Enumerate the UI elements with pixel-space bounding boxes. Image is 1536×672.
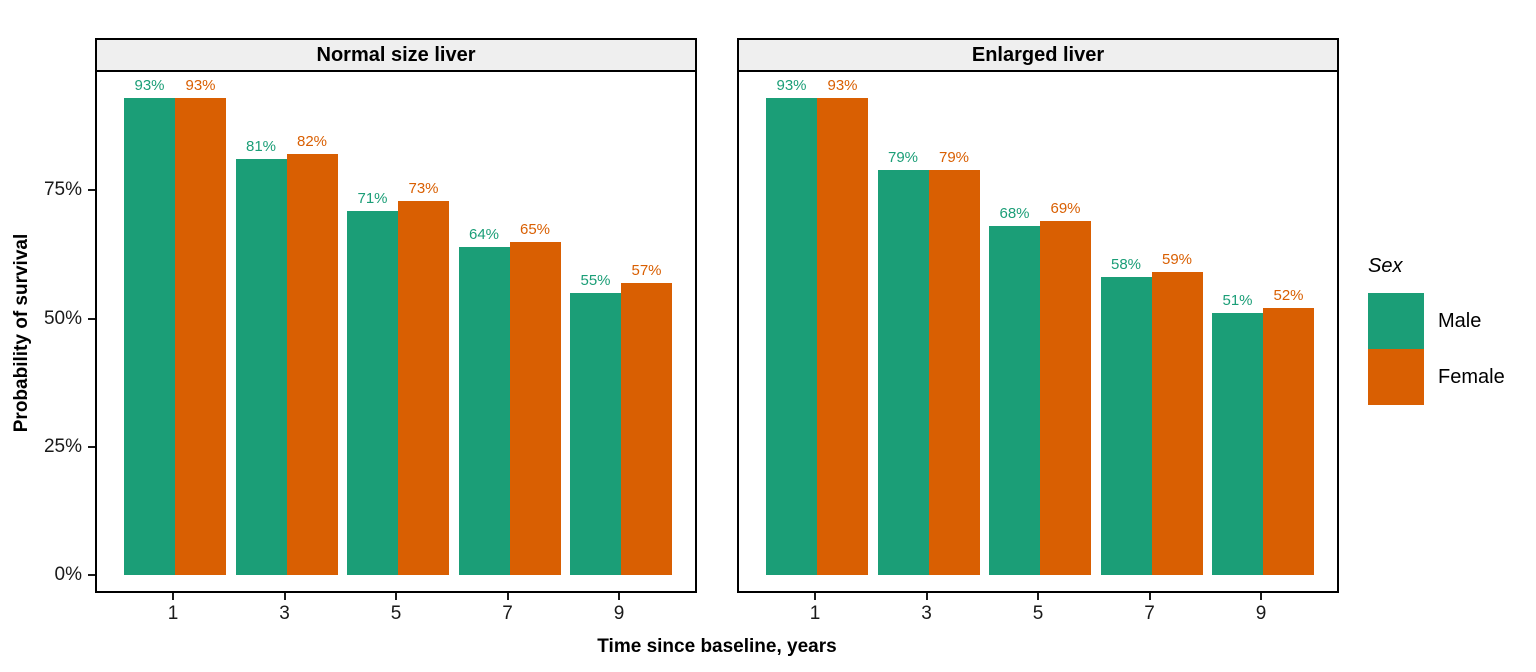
x-axis-title: Time since baseline, years <box>597 636 837 657</box>
legend-title: Sex <box>1368 255 1403 277</box>
x-tick <box>814 593 816 600</box>
bar-male-year-9 <box>1212 313 1263 575</box>
bar-female-year-7 <box>509 241 561 575</box>
x-tick-label: 9 <box>613 603 625 624</box>
bar-value-label: 51% <box>1222 292 1253 310</box>
bar-value-label: 57% <box>631 261 662 279</box>
bar-value-label: 93% <box>776 76 807 94</box>
legend-key-female-swatch <box>1368 349 1424 405</box>
x-tick <box>1260 593 1262 600</box>
y-tick-label: 0% <box>54 564 82 585</box>
bar-female-year-1 <box>817 97 868 575</box>
bar-value-label: 58% <box>1110 256 1142 274</box>
bar-male-year-3 <box>235 159 287 575</box>
facet-strip-enlarged-liver: Enlarged liver <box>737 38 1339 72</box>
legend-item-male: Male <box>1368 293 1505 349</box>
x-tick-label: 7 <box>1144 603 1155 624</box>
facet-title: Normal size liver <box>316 43 476 66</box>
y-tick-label: 50% <box>43 307 82 329</box>
bar-value-label: 68% <box>999 205 1030 223</box>
bar-female-year-9 <box>1263 308 1314 575</box>
bar-value-label: 79% <box>938 148 970 166</box>
panel-enlarged-liver: 93% 93% 79% 79% 68% 69% 58% 59% 51% 52% <box>737 72 1339 593</box>
y-tick <box>88 189 95 192</box>
legend-item-female: Female <box>1368 349 1505 405</box>
x-tick <box>172 593 174 600</box>
x-tick-label: 3 <box>279 603 290 624</box>
bar-value-label: 64% <box>468 225 500 243</box>
x-axis-enlarged-liver: 1 3 5 7 9 <box>737 593 1339 638</box>
bar-value-label: 59% <box>1161 251 1193 269</box>
bar-female-year-1 <box>175 97 226 575</box>
bar-value-label: 81% <box>245 138 277 156</box>
bar-value-label: 52% <box>1273 287 1304 305</box>
bar-value-label: 93% <box>827 76 858 94</box>
bar-female-year-3 <box>928 169 980 575</box>
facet-title: Enlarged liver <box>971 43 1105 66</box>
x-tick <box>283 593 286 600</box>
bar-female-year-5 <box>1040 221 1091 575</box>
y-tick-label: 75% <box>43 179 82 201</box>
bar-value-label: 82% <box>296 133 328 151</box>
facet-normal-size-liver: Normal size liver 93% 93% 81% 82% 71% 73% 64% 6… <box>95 38 697 638</box>
x-tick-label: 5 <box>1032 603 1044 624</box>
bar-female-year-7 <box>1151 272 1203 575</box>
bar-value-label: 65% <box>519 220 551 238</box>
x-tick-label: 5 <box>390 603 402 624</box>
x-axis-normal-size-liver: 1 3 5 7 9 <box>95 593 697 638</box>
x-tick-label: 7 <box>502 603 513 624</box>
y-tick-label: 25% <box>43 435 82 457</box>
facet-enlarged-liver: Enlarged liver 93% 93% 79% 79% 68% 69% 58% 59% 5… <box>737 38 1339 638</box>
bar-male-year-5 <box>347 210 398 575</box>
x-tick-label: 3 <box>921 603 932 624</box>
bar-male-year-9 <box>570 292 621 575</box>
bar-value-label: 69% <box>1050 200 1081 218</box>
x-tick <box>1037 593 1039 600</box>
x-tick <box>1148 593 1151 600</box>
bar-male-year-7 <box>1100 277 1152 575</box>
bar-male-year-1 <box>766 97 817 575</box>
panel-normal-size-liver: 93% 93% 81% 82% 71% 73% 64% 65% 55% 57% <box>95 72 697 593</box>
facet-strip-normal-size-liver: Normal size liver <box>95 38 697 72</box>
x-tick <box>395 593 397 600</box>
bar-male-year-7 <box>458 246 510 575</box>
legend-label-male: Male <box>1438 309 1482 332</box>
bar-female-year-9 <box>621 282 672 575</box>
y-tick <box>88 445 95 448</box>
bar-male-year-3 <box>877 169 929 575</box>
bar-female-year-3 <box>286 154 338 575</box>
legend-label-female: Female <box>1438 365 1505 388</box>
bar-value-label: 79% <box>887 148 919 166</box>
x-tick-label: 1 <box>167 603 179 624</box>
y-tick <box>88 317 95 320</box>
legend: Sex Male Female <box>1368 255 1505 405</box>
x-tick-label: 9 <box>1255 603 1267 624</box>
x-tick <box>925 593 928 600</box>
bar-value-label: 93% <box>185 76 216 94</box>
bar-value-label: 73% <box>408 179 439 197</box>
y-axis: 0% 25% 50% 75% <box>0 72 95 593</box>
bar-male-year-1 <box>124 97 175 575</box>
bar-female-year-5 <box>398 200 449 575</box>
x-tick <box>618 593 620 600</box>
bar-value-label: 55% <box>580 271 611 289</box>
bar-value-label: 93% <box>134 76 165 94</box>
x-tick-label: 1 <box>809 603 821 624</box>
legend-key-male-swatch <box>1368 293 1424 349</box>
y-tick <box>88 574 95 576</box>
bar-value-label: 71% <box>357 189 388 207</box>
x-tick <box>506 593 509 600</box>
bar-male-year-5 <box>989 226 1040 575</box>
